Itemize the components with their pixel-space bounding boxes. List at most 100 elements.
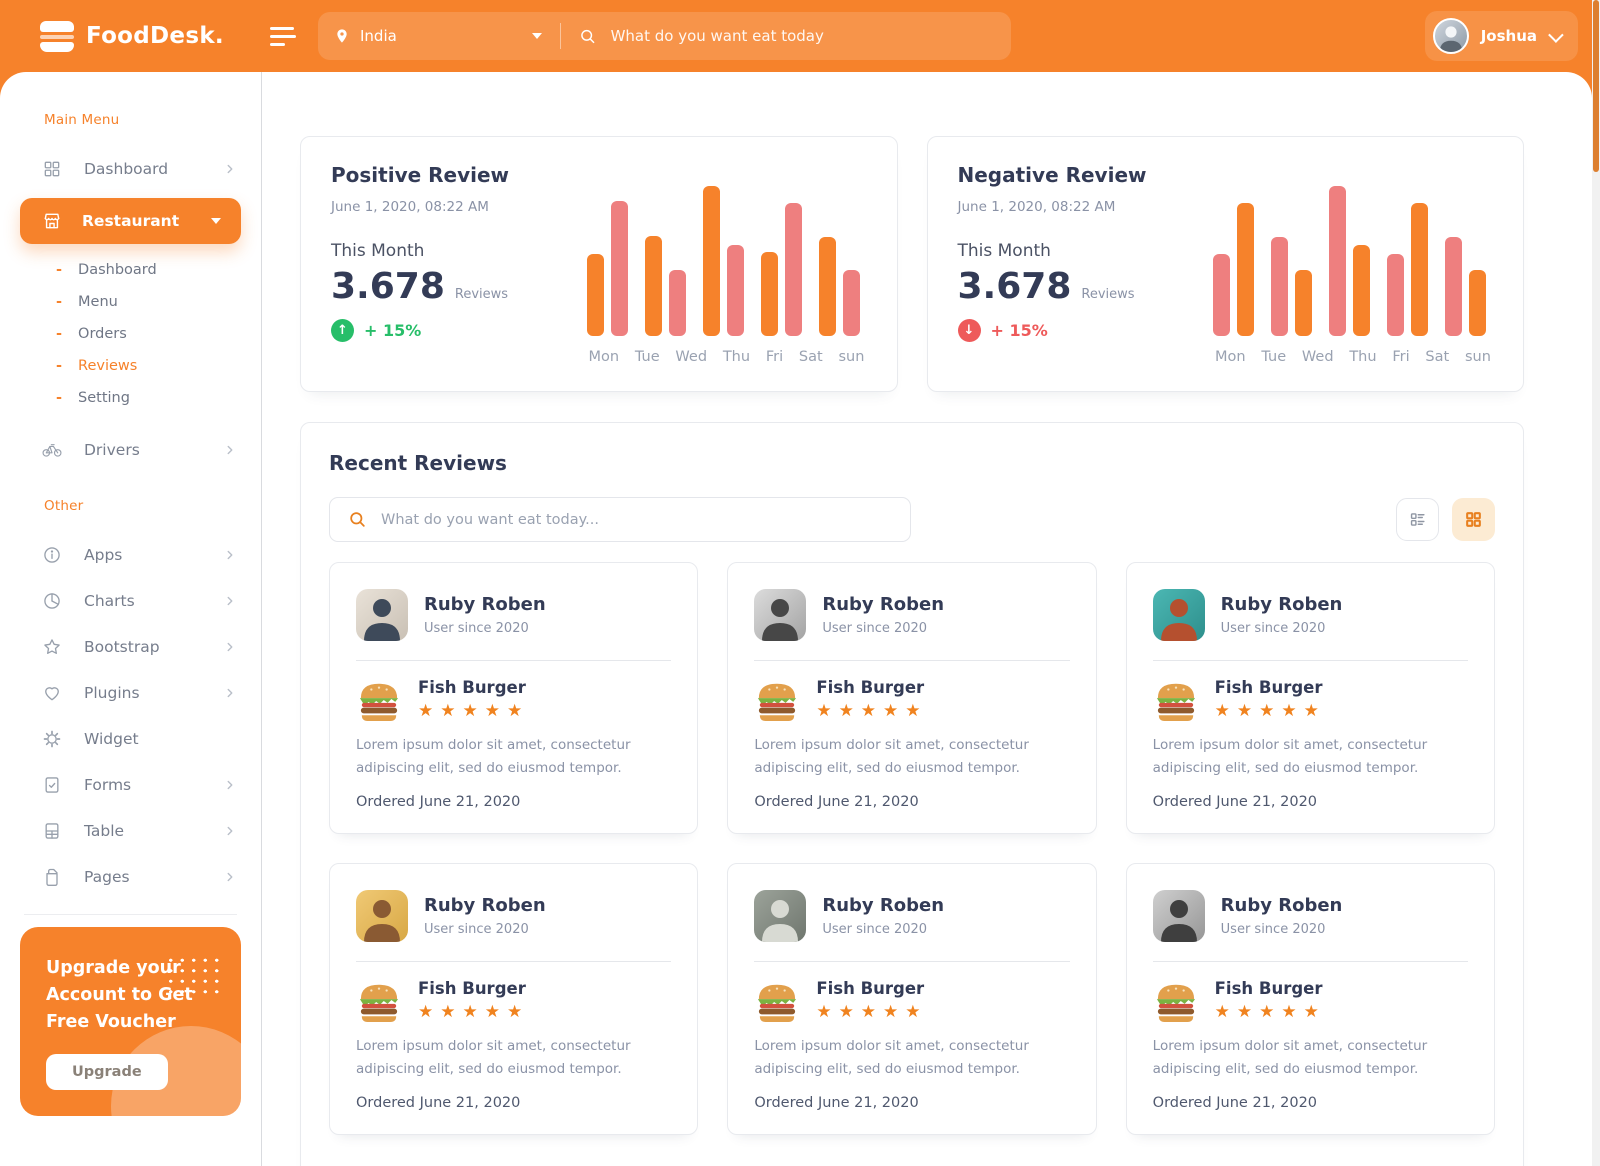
- review-text: Lorem ipsum dolor sit amet, consectetur …: [1152, 737, 1428, 776]
- sidebar-item-label: Drivers: [84, 441, 140, 459]
- location-value: India: [360, 27, 397, 45]
- positive-review-card: Positive Review June 1, 2020, 08:22 AM T…: [300, 136, 898, 392]
- avatar: [754, 890, 807, 942]
- chart-x-label: sun: [1464, 349, 1491, 365]
- divider: [754, 961, 1070, 962]
- page-scrollbar[interactable]: [1592, 0, 1600, 1166]
- sidebar-item-pages[interactable]: Pages: [0, 854, 261, 900]
- sidebar-item-table[interactable]: Table: [0, 808, 261, 854]
- list-view-button[interactable]: [1396, 498, 1439, 541]
- chart-x-label: Mon: [1215, 349, 1246, 365]
- reviews-search-input[interactable]: [381, 511, 892, 528]
- review-count: 3.678: [331, 266, 445, 307]
- reviewer-name: Ruby Roben: [424, 895, 546, 916]
- main-content: Positive Review June 1, 2020, 08:22 AM T…: [262, 72, 1592, 1166]
- header-search-bar: India: [318, 12, 1011, 60]
- sidebar-item-drivers[interactable]: Drivers: [0, 428, 261, 472]
- chevron-down-icon: [532, 33, 542, 39]
- heart-icon: [45, 687, 59, 701]
- subnav-item-reviews[interactable]: - Reviews: [0, 350, 261, 382]
- sidebar-item-widget[interactable]: Widget: [0, 716, 261, 762]
- chart-bar: [668, 270, 686, 336]
- grid-view-button[interactable]: [1452, 498, 1495, 541]
- sidebar-item-dashboard[interactable]: Dashboard: [0, 146, 261, 192]
- reviewer-since: User since 2020: [424, 621, 529, 636]
- avatar: [1152, 589, 1205, 641]
- sidebar-item-restaurant[interactable]: Restaurant: [20, 198, 241, 244]
- map-pin-icon: [337, 29, 347, 43]
- sidebar-item-label: Forms: [84, 776, 132, 794]
- sidebar: Main Menu Dashboard Restaurant - Dashboar…: [0, 72, 262, 1166]
- trend-value: + 15%: [990, 321, 1048, 340]
- sidebar-item-apps[interactable]: Apps: [0, 532, 261, 578]
- menu-toggle-icon[interactable]: [270, 26, 296, 46]
- review-card[interactable]: Ruby Roben User since 2020 Fish Burger ★…: [1125, 863, 1495, 1135]
- review-card[interactable]: Ruby Roben User since 2020 Fish Burger ★…: [1125, 562, 1495, 834]
- sidebar-item-bootstrap[interactable]: Bootstrap: [0, 624, 261, 670]
- dash-bullet: -: [56, 390, 63, 406]
- form-check-icon: [45, 777, 59, 793]
- header-search-input[interactable]: [610, 27, 995, 45]
- subnav-label: Dashboard: [78, 262, 157, 278]
- chart-bar: [1271, 237, 1288, 336]
- subnav-item-dashboard[interactable]: - Dashboard: [0, 254, 261, 286]
- grid-view-icon: [1466, 512, 1481, 527]
- card-title: Negative Review: [957, 163, 1147, 187]
- chart-x-label: Tue: [1261, 349, 1287, 365]
- dash-bullet: -: [56, 294, 63, 310]
- divider: [754, 660, 1070, 661]
- burger-image: [359, 683, 399, 721]
- recent-reviews-panel: Recent Reviews: [300, 422, 1524, 1166]
- sidebar-item-plugins[interactable]: Plugins: [0, 670, 261, 716]
- subnav-label: Menu: [78, 294, 118, 310]
- review-card[interactable]: Ruby Roben User since 2020 Fish Burger ★…: [329, 562, 699, 834]
- chart-bar: [702, 186, 720, 336]
- review-item-name: Fish Burger: [1214, 979, 1323, 998]
- avatar: [1432, 18, 1469, 54]
- user-menu[interactable]: Joshua: [1424, 11, 1578, 61]
- restaurant-submenu: - Dashboard - Menu - Orders - Reviews - Setti…: [0, 254, 261, 414]
- scrollbar-thumb[interactable]: [1593, 0, 1599, 172]
- chart-x-label: Fri: [1392, 349, 1410, 365]
- trend-indicator: ↑ + 15%: [331, 319, 509, 342]
- chart-bar: [644, 235, 662, 336]
- sidebar-item-label: Pages: [84, 868, 130, 886]
- subnav-item-orders[interactable]: - Orders: [0, 318, 261, 350]
- search-icon: [350, 512, 365, 527]
- chart-x-label: Wed: [1301, 349, 1334, 365]
- burger-image: [1156, 683, 1195, 721]
- review-text: Lorem ipsum dolor sit amet, consectetur …: [754, 737, 1029, 776]
- trend-value: + 15%: [364, 321, 422, 340]
- sidebar-item-forms[interactable]: Forms: [0, 762, 261, 808]
- review-count: 3.678: [957, 266, 1072, 307]
- location-selector[interactable]: India: [334, 27, 542, 45]
- search-icon: [581, 29, 595, 43]
- subnav-item-setting[interactable]: - Setting: [0, 382, 261, 414]
- dash-bullet: -: [56, 358, 63, 374]
- chart-bar: [586, 253, 604, 336]
- card-title: Positive Review: [331, 163, 510, 187]
- review-ordered: Ordered June 21, 2020: [356, 793, 521, 810]
- review-card[interactable]: Ruby Roben User since 2020 Fish Burger ★…: [329, 863, 699, 1135]
- brand[interactable]: FoodDesk.: [40, 20, 268, 52]
- negative-review-chart: Mon Tue Wed Thu Fri Sat sun: [1213, 163, 1493, 369]
- dash-bullet: -: [56, 326, 63, 342]
- chart-x-label: Fri: [765, 349, 784, 365]
- review-text: Lorem ipsum dolor sit amet, consectetur …: [754, 1038, 1029, 1077]
- period-label: This Month: [331, 241, 425, 261]
- chart-x-label: Thu: [722, 349, 751, 365]
- review-card[interactable]: Ruby Roben User since 2020 Fish Burger ★…: [727, 562, 1097, 834]
- review-card[interactable]: Ruby Roben User since 2020 Fish Burger ★…: [727, 863, 1097, 1135]
- sidebar-item-label: Widget: [84, 730, 139, 748]
- user-name: Joshua: [1480, 27, 1537, 45]
- upgrade-button[interactable]: Upgrade: [46, 1054, 168, 1091]
- gear-icon: [43, 730, 61, 748]
- subnav-item-menu[interactable]: - Menu: [0, 286, 261, 318]
- sidebar-item-charts[interactable]: Charts: [0, 578, 261, 624]
- chart-bar: [1213, 253, 1230, 336]
- review-ordered: Ordered June 21, 2020: [1152, 1094, 1318, 1111]
- brand-name: FoodDesk.: [86, 23, 224, 49]
- sidebar-item-label: Restaurant: [82, 212, 180, 230]
- chart-bar: [1353, 244, 1370, 336]
- chevron-right-icon: [223, 443, 237, 457]
